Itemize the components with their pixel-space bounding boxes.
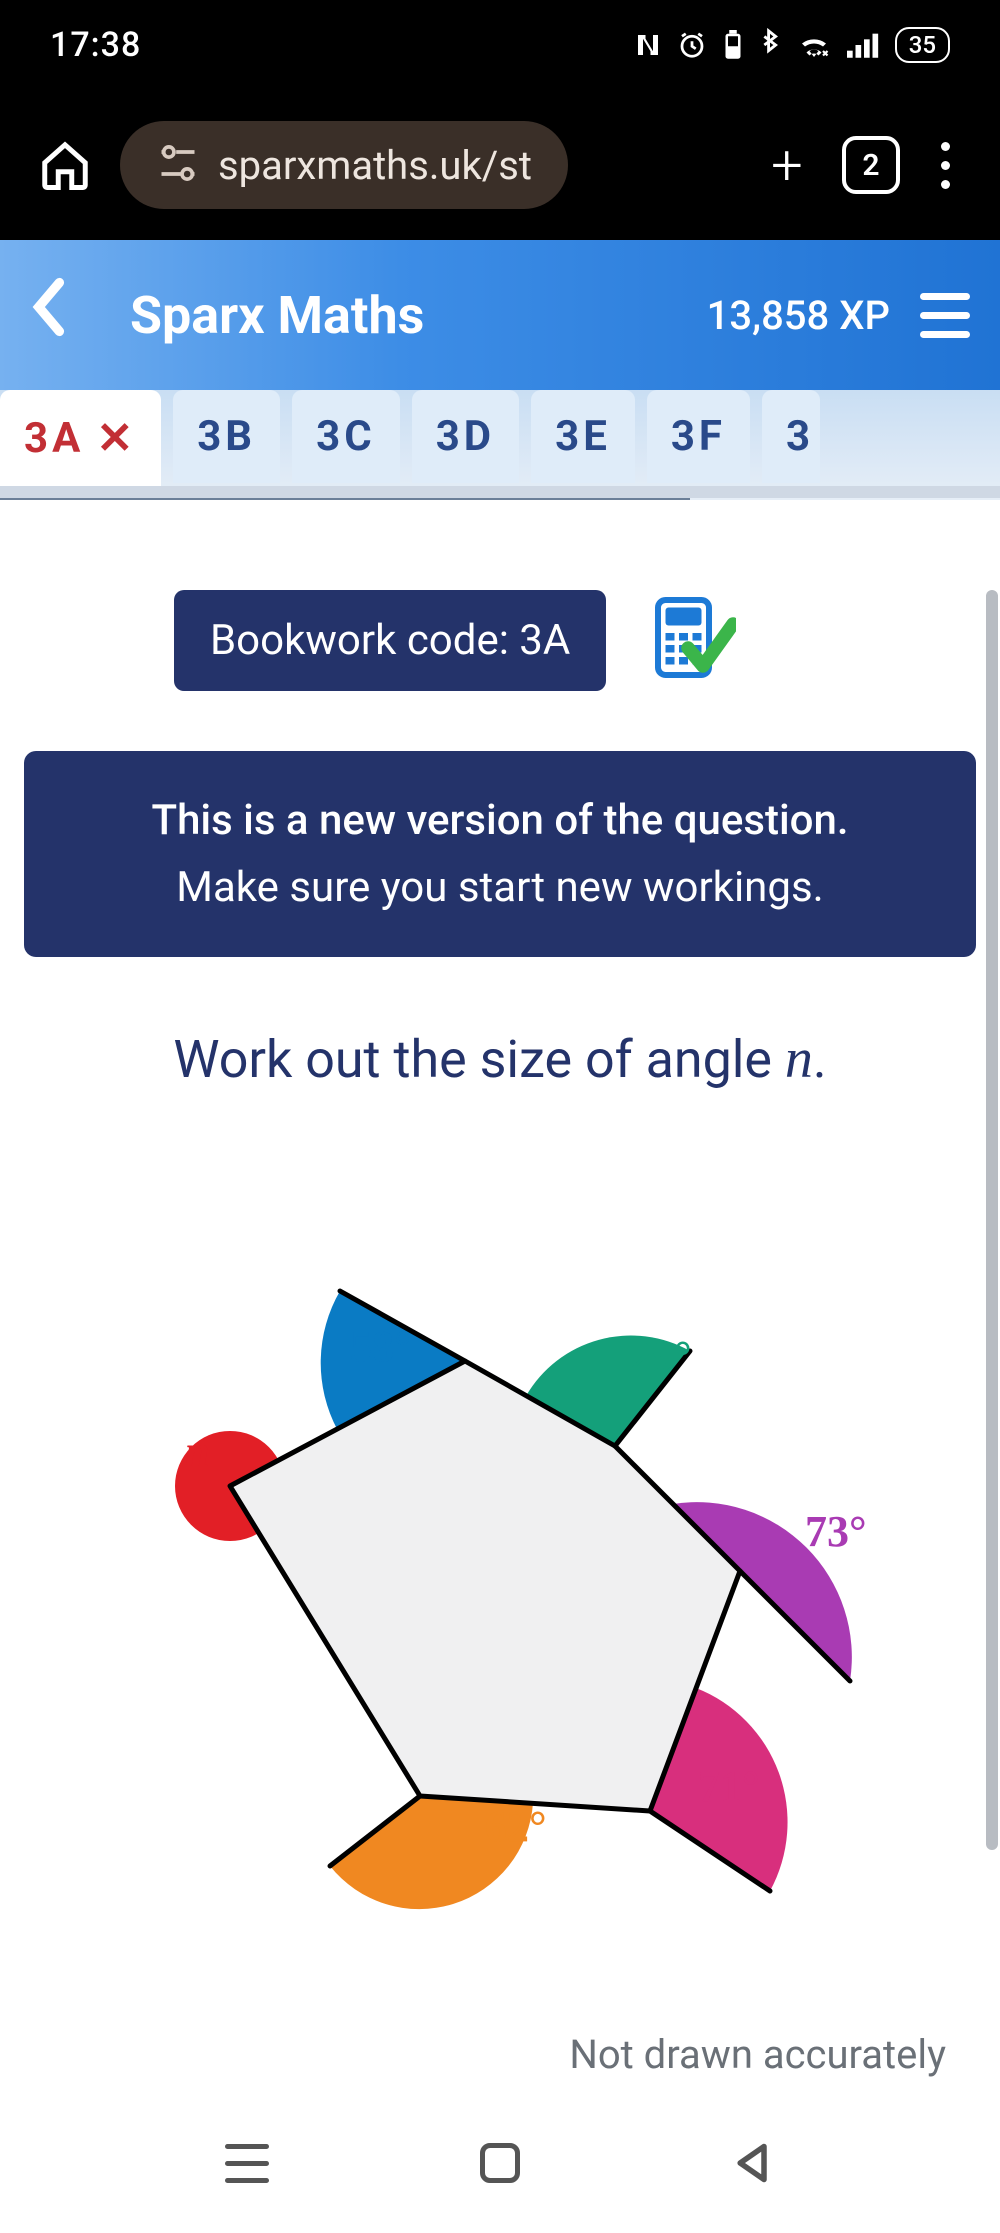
tab-3d[interactable]: 3D [412,390,519,483]
tab-3c[interactable]: 3C [292,390,400,483]
notice-line-2: Make sure you start new workings. [64,854,936,921]
question-panel: Bookwork code: 3A This is a new version … [0,500,1000,2233]
accuracy-note: Not drawn accurately [24,2031,946,2078]
question-prefix: Work out the size of angle [173,1029,785,1090]
nav-home-button[interactable] [480,2143,520,2183]
browser-menu-button[interactable] [920,142,970,189]
incorrect-icon: ✕ [96,412,137,464]
question-text: Work out the size of angle n. [24,1027,976,1091]
app-header: Sparx Maths 13,858 XP [0,240,1000,390]
clock-time: 17:38 [50,25,141,65]
xp-counter: 13,858 XP [707,292,890,339]
url-bar[interactable]: sparxmaths.uk/st [120,121,568,209]
nav-recent-apps-button[interactable] [225,2144,269,2183]
angle-label-29: 29° [630,1332,692,1381]
browser-toolbar: sparxmaths.uk/st + 2 [0,90,1000,240]
app-menu-button[interactable] [920,293,970,338]
question-suffix: . [813,1029,827,1090]
tab-3b[interactable]: 3B [173,390,280,483]
notice-line-1: This is a new version of the question. [64,787,936,854]
new-version-notice: This is a new version of the question. M… [24,751,976,957]
tab-switcher-button[interactable]: 2 [842,136,900,194]
bookwork-code-chip: Bookwork code: 3A [174,590,606,691]
signal-icon [847,32,881,58]
question-variable: n [785,1028,813,1090]
browser-home-button[interactable] [30,138,100,192]
angle-label-58: 58° [350,1322,412,1371]
angle-label-73: 73° [805,1507,867,1556]
app-title: Sparx Maths [130,285,424,346]
angle-label-n: n [185,1427,209,1476]
angle-label-71: 71° [698,1762,760,1811]
status-indicators: 35 [633,27,950,63]
scrollbar-thumb[interactable] [986,590,998,1850]
alarm-icon [677,30,707,60]
nav-back-button[interactable] [731,2141,775,2185]
tab-3e[interactable]: 3E [531,390,635,483]
calculator-check-icon [646,594,736,688]
tab-3f[interactable]: 3F [647,390,750,483]
battery-level: 35 [895,27,950,63]
polygon-figure: n 58° 29° 73° 71° 62° [90,1211,910,1971]
nfc-icon [633,30,663,60]
angle-label-62: 62° [485,1802,547,1851]
url-text: sparxmaths.uk/st [218,142,532,189]
back-button[interactable] [30,277,100,353]
android-nav-bar [0,2093,1000,2233]
bluetooth-icon [759,28,781,62]
tab-label: 3A [24,414,84,463]
figure-container: n 58° 29° 73° 71° 62° [24,1211,976,1971]
tab-3a[interactable]: 3A ✕ [0,390,161,486]
android-status-bar: 17:38 35 [0,0,1000,90]
task-tabs: 3A ✕ 3B 3C 3D 3E 3F 3 [0,390,1000,500]
tab-3g-partial[interactable]: 3 [762,390,820,483]
site-settings-icon [156,141,200,189]
wifi-icon [795,30,833,60]
battery-icon-small [721,30,745,60]
new-tab-button[interactable]: + [752,132,822,198]
